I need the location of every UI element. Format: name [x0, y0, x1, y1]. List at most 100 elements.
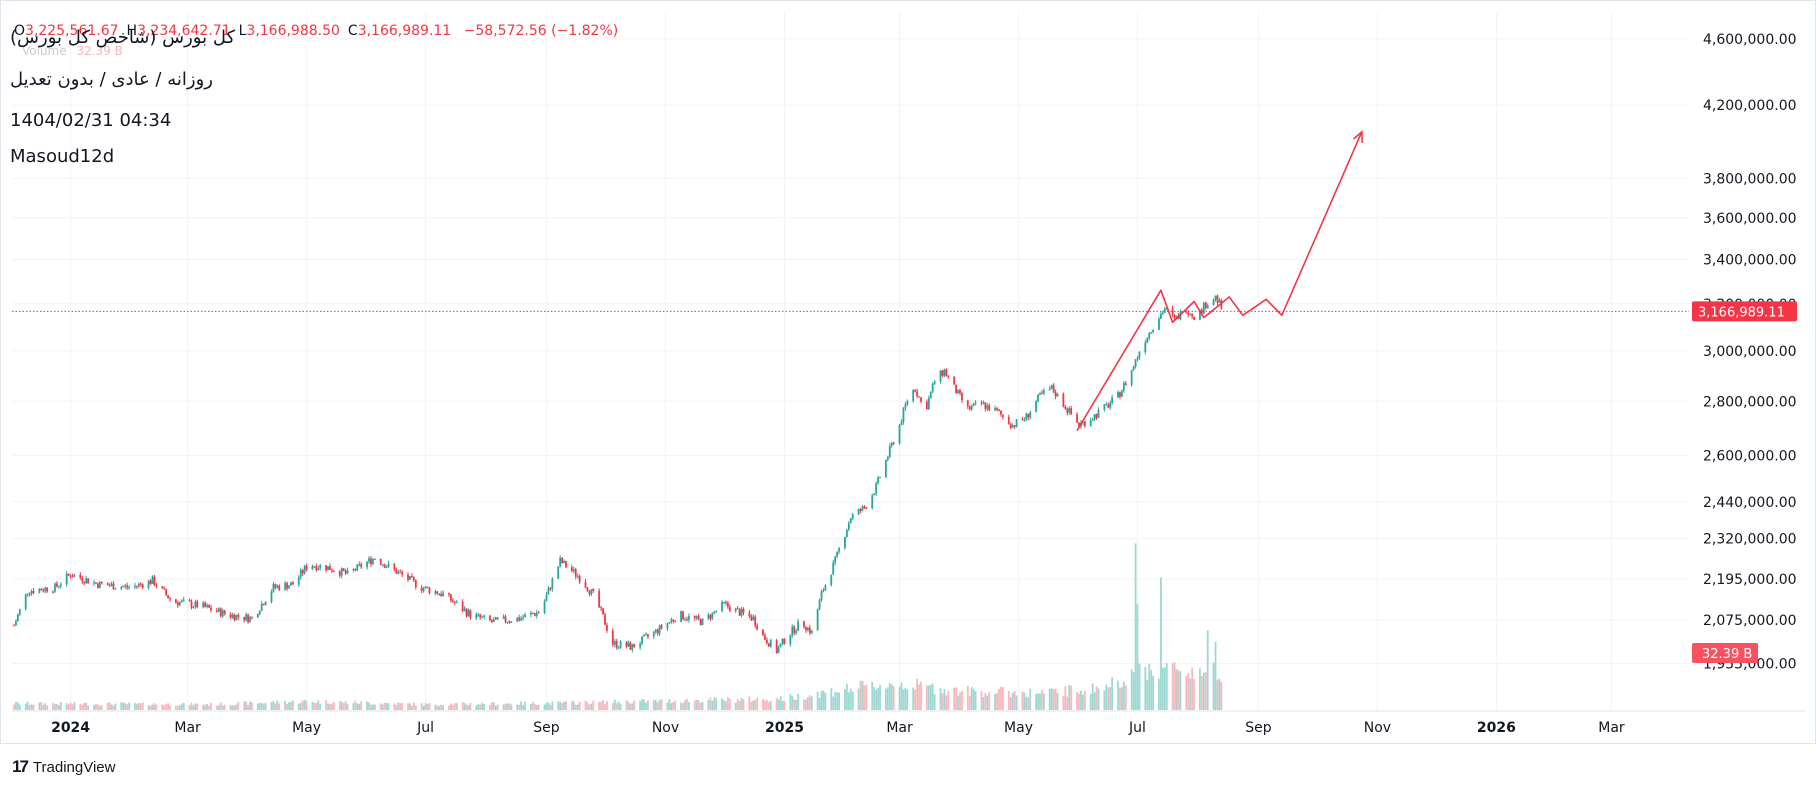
- projection-drawing[interactable]: [1076, 130, 1363, 432]
- candle: [194, 601, 197, 607]
- candle: [54, 583, 56, 592]
- volume-bar: [723, 700, 725, 710]
- volume-bar: [151, 704, 154, 710]
- volume-bar: [1013, 690, 1016, 710]
- volume-bar: [721, 698, 723, 710]
- volume-bar: [1193, 678, 1195, 710]
- candle: [886, 456, 889, 460]
- candle: [83, 581, 86, 584]
- candle: [385, 566, 388, 568]
- candle: [247, 614, 249, 623]
- volume-bar: [822, 690, 825, 710]
- price-axis-label: 3,400,000.00: [1703, 253, 1797, 269]
- candle: [572, 569, 575, 571]
- volume-bar: [288, 702, 290, 710]
- candle: [286, 582, 288, 589]
- volume-bar: [686, 698, 688, 710]
- volume-bar: [270, 702, 273, 710]
- volume-bar: [108, 702, 111, 710]
- candle: [652, 631, 655, 637]
- candle: [502, 616, 505, 619]
- candle: [448, 592, 450, 595]
- volume-bar: [795, 699, 798, 710]
- candle: [1062, 393, 1065, 407]
- candle: [483, 615, 485, 617]
- candle: [877, 477, 879, 484]
- candle: [1130, 370, 1133, 386]
- volume-bar: [606, 701, 608, 710]
- volume-bar: [135, 703, 138, 710]
- candle: [190, 601, 193, 608]
- volume-bar: [631, 703, 634, 710]
- volume-bar: [249, 701, 251, 710]
- candle: [124, 585, 127, 587]
- candle: [210, 607, 212, 611]
- candle: [1144, 342, 1147, 352]
- candle: [547, 587, 550, 595]
- price-axis-label: 2,075,000.00: [1703, 613, 1797, 629]
- volume-bar: [1050, 688, 1053, 710]
- candle: [1187, 312, 1190, 315]
- candle: [120, 586, 123, 589]
- candle: [559, 557, 562, 567]
- volume-bar: [941, 693, 944, 710]
- volume-bar: [1179, 671, 1182, 710]
- volume-bar: [1136, 603, 1139, 710]
- volume-bar: [764, 700, 766, 710]
- candle: [912, 389, 915, 401]
- volume-bar: [988, 692, 991, 710]
- candle: [169, 598, 171, 600]
- volume-bar: [877, 687, 879, 710]
- volume-bar: [713, 697, 716, 710]
- candle: [1134, 359, 1137, 367]
- candle: [808, 627, 811, 634]
- candle: [243, 616, 246, 621]
- volume-legend-value: 32.39 B: [76, 44, 123, 58]
- volume-bar: [438, 705, 441, 710]
- candle: [469, 610, 472, 619]
- candle: [401, 572, 404, 575]
- volume-bar: [420, 703, 423, 710]
- candle: [682, 611, 684, 620]
- candle: [742, 608, 745, 613]
- volume-bar: [666, 702, 669, 710]
- tradingview-brand[interactable]: 17 TradingView: [12, 757, 115, 777]
- tradingview-logo-icon: 17: [12, 757, 29, 776]
- volume-bar: [535, 705, 538, 710]
- volume-bar: [849, 688, 852, 710]
- volume-bar: [81, 704, 84, 710]
- time-axis-label: 2024: [51, 720, 90, 736]
- candle: [395, 569, 398, 574]
- volume-bar: [122, 702, 125, 710]
- volume-bar: [586, 702, 589, 710]
- time-axis[interactable]: 2024 Mar May Jul Sep Nov 2025 Mar May Jul Sep Nov 20…: [51, 720, 1625, 736]
- candle: [331, 569, 333, 572]
- candle: [81, 578, 84, 582]
- chart-title: کل بورس (شاخص کل بورس): [10, 27, 236, 48]
- candle: [820, 591, 823, 600]
- volume-bar: [329, 704, 331, 710]
- volume-bar: [680, 702, 682, 710]
- volume-bar: [424, 703, 427, 710]
- volume-bar: [1119, 687, 1121, 710]
- volume-bar: [412, 702, 415, 710]
- candle: [1070, 408, 1073, 415]
- candle: [518, 617, 521, 621]
- candle: [1011, 425, 1014, 428]
- volume-bar: [1081, 694, 1084, 710]
- volume-bar: [155, 704, 158, 710]
- volume-bar: [697, 700, 700, 710]
- volume-bar: [847, 692, 850, 710]
- candle: [52, 591, 54, 593]
- price-axis-label: 2,320,000.00: [1703, 532, 1797, 548]
- candle: [496, 617, 499, 619]
- candle: [1150, 332, 1153, 334]
- candle: [900, 421, 903, 425]
- candle: [313, 566, 316, 568]
- volume-bar: [15, 702, 17, 710]
- volume-bar: [693, 700, 696, 710]
- price-axis[interactable]: 1,955,000.002,075,000.002,195,000.002,32…: [1692, 32, 1797, 673]
- volume-bar: [299, 702, 302, 710]
